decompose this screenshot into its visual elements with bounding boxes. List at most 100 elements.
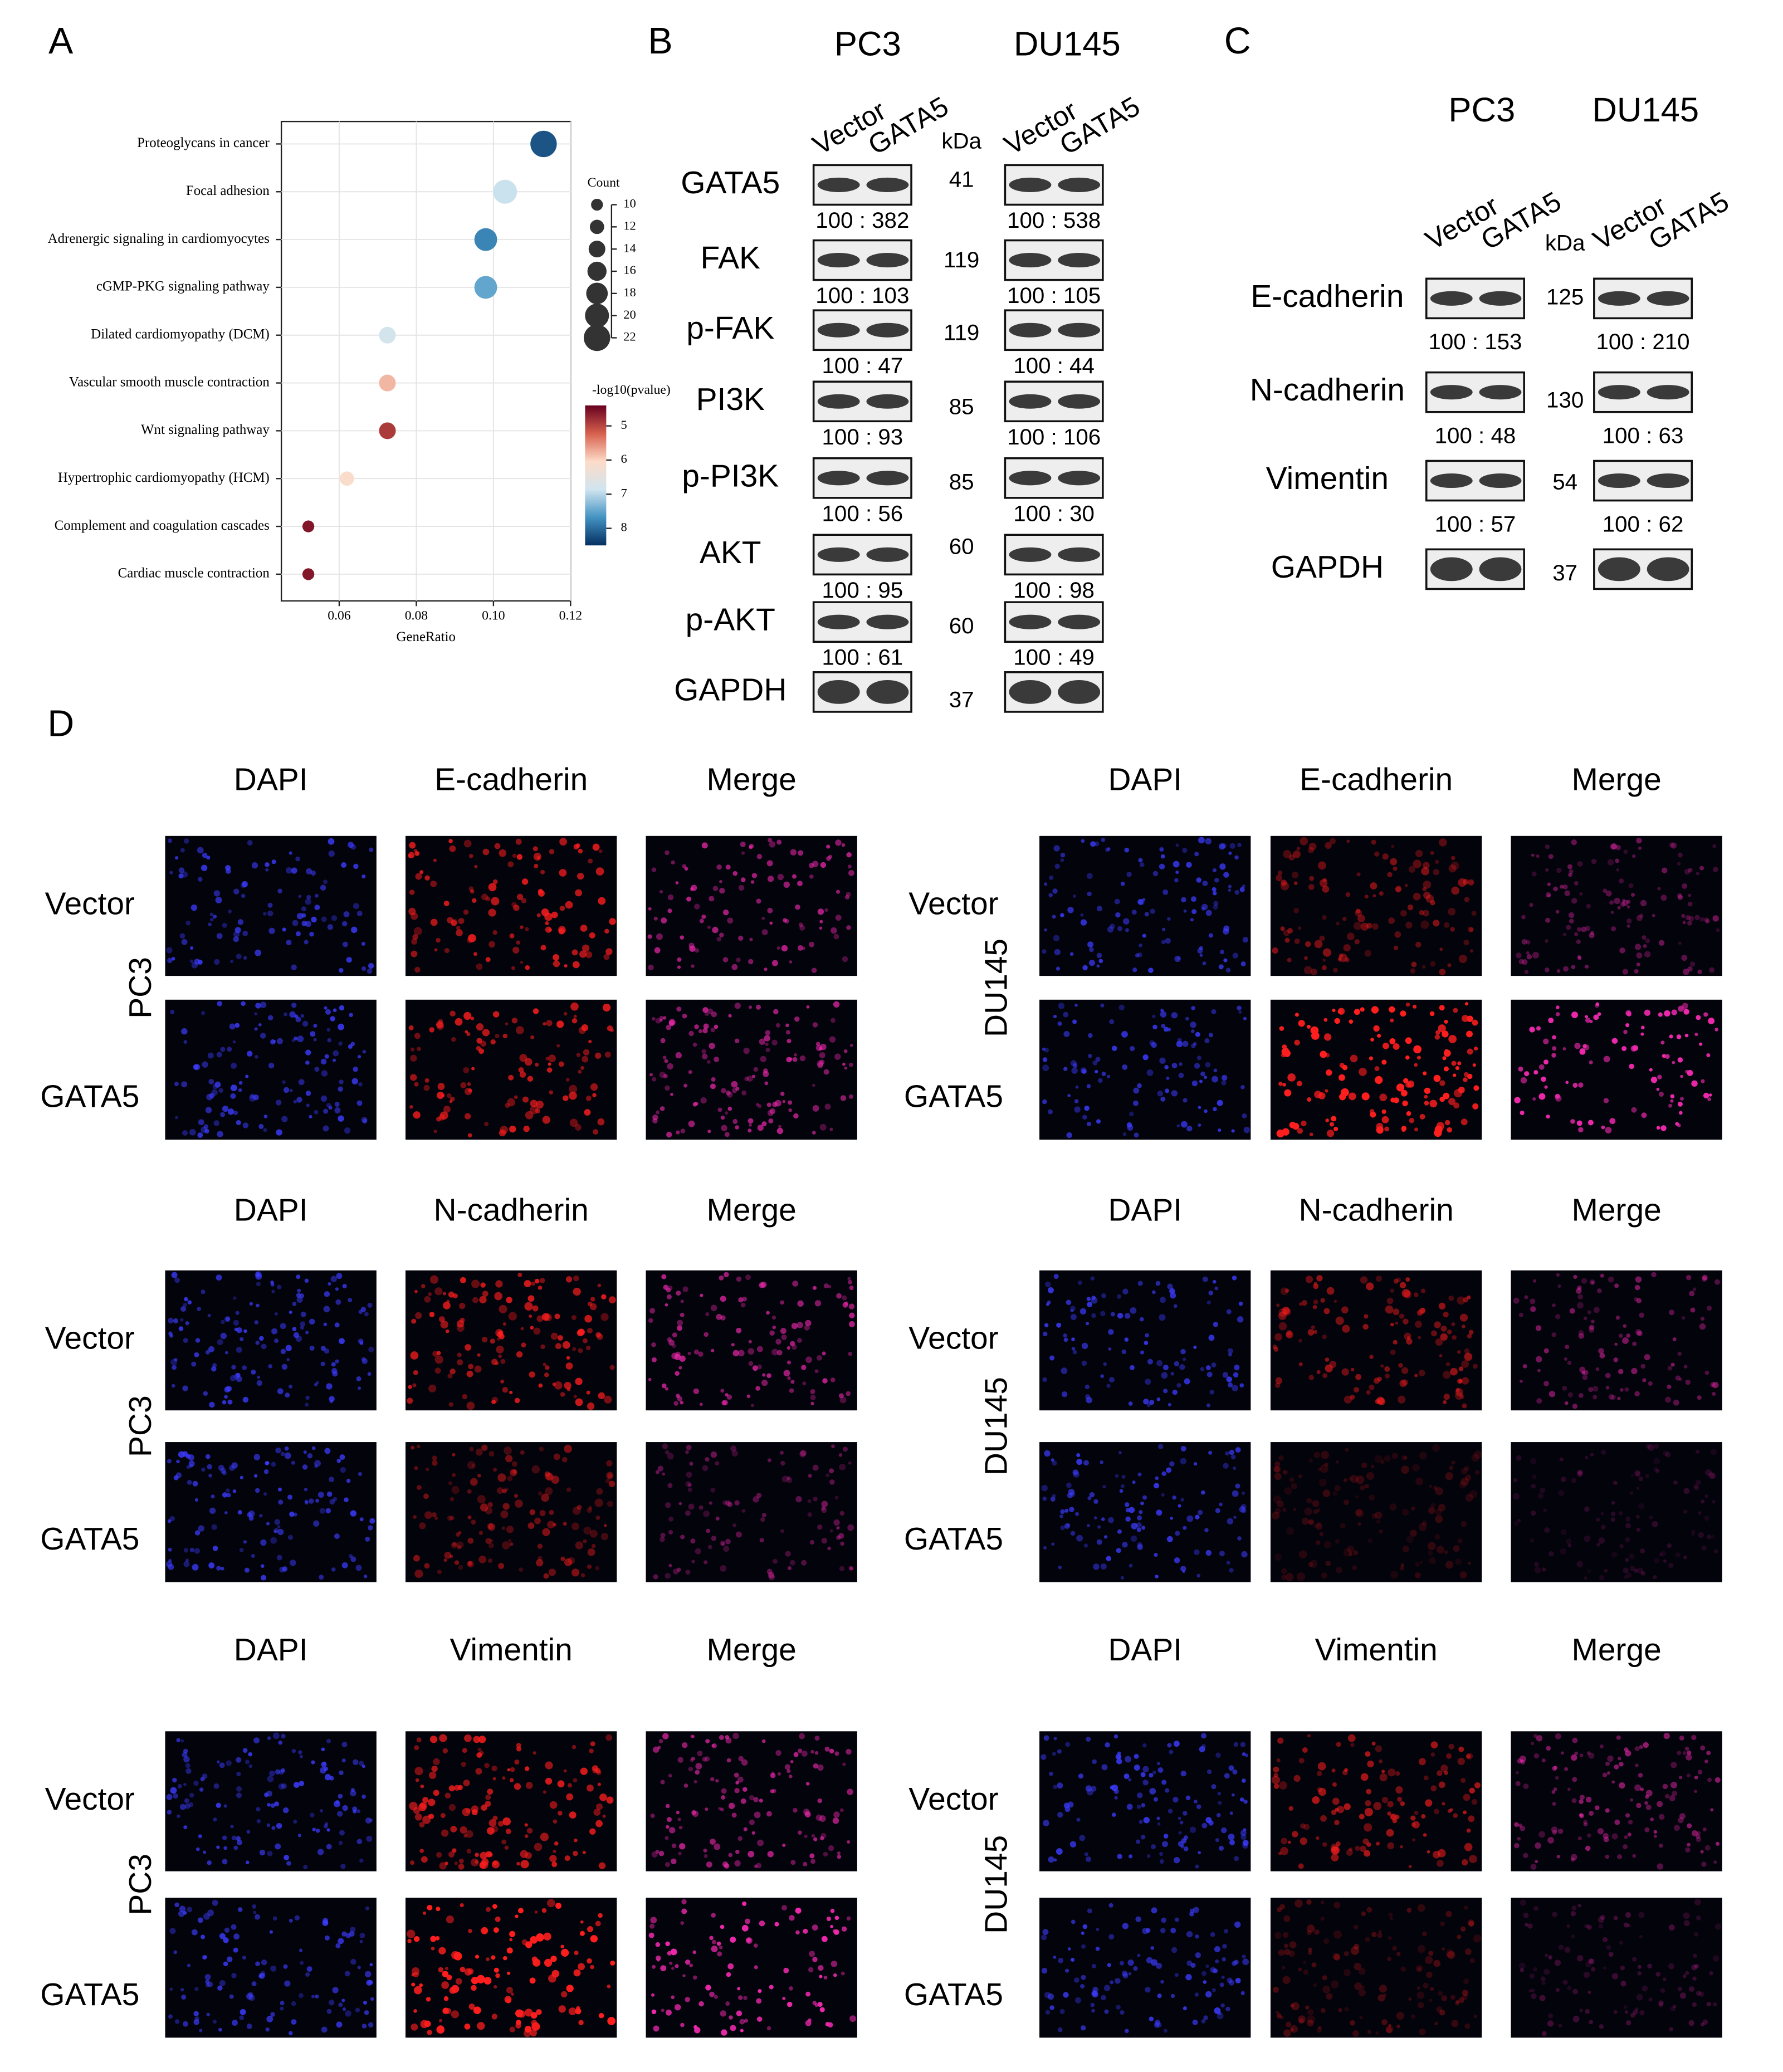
cell (1551, 1790, 1556, 1794)
cell (231, 1924, 237, 1930)
kda-value: 37 (1552, 560, 1577, 585)
cell (1533, 1070, 1538, 1075)
cell (1529, 903, 1533, 907)
cell (1338, 956, 1342, 961)
cell (460, 1903, 464, 1908)
cell (1593, 1395, 1598, 1400)
cell (746, 1938, 751, 1943)
cell (235, 927, 241, 934)
cell (1090, 1276, 1095, 1281)
cell (1127, 1125, 1134, 1131)
cell (1185, 1795, 1191, 1801)
cell (1441, 1995, 1448, 2002)
cell (1307, 1329, 1315, 1336)
cell (1552, 1766, 1557, 1771)
ratio-label: 100 : 57 (1435, 511, 1516, 536)
cell (1279, 1781, 1287, 1790)
cell (538, 1491, 543, 1496)
cell (345, 1933, 351, 1939)
cell (215, 897, 222, 903)
cell (1677, 1101, 1683, 1107)
cell (359, 1939, 363, 1943)
cell (555, 1903, 562, 1909)
cell (808, 2018, 812, 2022)
cell (245, 1860, 250, 1865)
cell (662, 1472, 666, 1476)
cell (194, 1530, 201, 1536)
kda-value: 37 (949, 687, 974, 712)
cell (1143, 1399, 1149, 1405)
cell (1168, 1402, 1171, 1407)
cell (1623, 1922, 1629, 1928)
cell (1679, 1377, 1683, 1381)
cell (1063, 1011, 1069, 1018)
cell (1296, 1081, 1302, 1087)
cell (1391, 844, 1395, 848)
cell (1381, 1109, 1386, 1114)
cell (1124, 2029, 1129, 2034)
cell (1712, 1955, 1720, 1962)
cell (1228, 851, 1232, 855)
cell (1228, 1834, 1235, 1840)
cell (1294, 1013, 1299, 1017)
cell (424, 1563, 430, 1569)
ratio-label: 100 : 105 (1007, 283, 1101, 308)
cell (776, 946, 780, 950)
cell (748, 1850, 755, 1858)
size-legend-bubble (586, 282, 608, 305)
cell (677, 957, 682, 962)
cell (760, 1517, 765, 1522)
cell (675, 1052, 682, 1059)
cell (1419, 910, 1424, 916)
cell (650, 1917, 657, 1924)
cell (183, 1825, 188, 1830)
cell (1208, 1450, 1213, 1455)
cell (1614, 1481, 1618, 1485)
cell (1341, 1368, 1349, 1376)
cell (1319, 879, 1328, 887)
cell (1548, 2013, 1554, 2019)
cell (1330, 1980, 1339, 1988)
cell (1356, 872, 1361, 877)
cell (830, 1908, 835, 1913)
cell (1577, 1904, 1581, 1908)
cell (1556, 867, 1562, 873)
cell (1574, 932, 1579, 936)
cell (1619, 1782, 1625, 1789)
cell (1584, 1924, 1589, 1929)
cell (1687, 920, 1692, 926)
cell (1336, 1567, 1342, 1573)
cell (469, 1447, 474, 1452)
cell (793, 1752, 799, 1757)
cell (1650, 1817, 1654, 1821)
cell (688, 942, 695, 949)
bubble (530, 130, 557, 158)
cell (1660, 1988, 1665, 1993)
cell (1367, 1760, 1374, 1768)
cell (746, 1076, 753, 1082)
cell (1613, 1915, 1618, 1920)
cell (1430, 1752, 1435, 1757)
cell (1639, 1312, 1644, 1318)
cell (1140, 1350, 1145, 1355)
cell (1555, 1095, 1562, 1102)
cell (1619, 1544, 1624, 1548)
cell (282, 927, 286, 932)
cell (1198, 837, 1205, 844)
cell (217, 1001, 222, 1006)
cell (466, 1808, 471, 1814)
cell (1077, 1281, 1082, 1286)
cell (1168, 1809, 1173, 1814)
cell (766, 1568, 773, 1575)
cell (462, 1748, 467, 1753)
cell (651, 1357, 657, 1362)
cell (231, 1062, 237, 1069)
cell (409, 842, 416, 849)
cell (787, 2001, 793, 2007)
cell (1311, 1032, 1320, 1040)
cell (505, 1455, 513, 1463)
cell (719, 1275, 724, 1281)
cell (774, 1099, 781, 1107)
cell (410, 1074, 417, 1081)
cell (168, 1558, 172, 1563)
